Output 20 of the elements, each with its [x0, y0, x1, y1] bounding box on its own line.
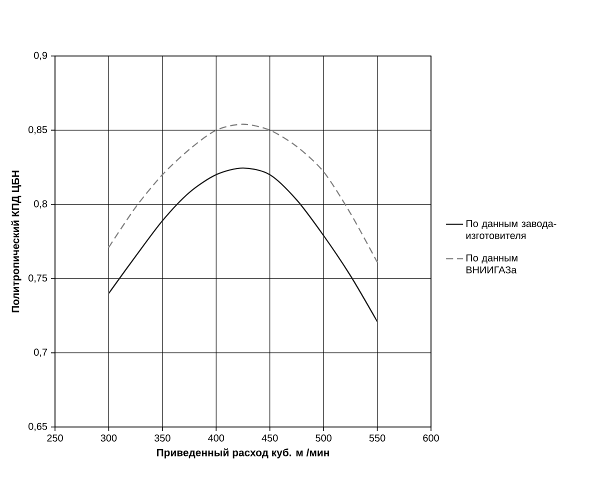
- y-tick-label: 0,7: [34, 348, 47, 357]
- y-tick-label: 0,85: [28, 126, 48, 134]
- line-series: [108, 124, 378, 263]
- x-axis-title: Приведенный расход куб. м /мин: [157, 448, 329, 458]
- x-tick-label: 350: [154, 434, 170, 442]
- y-tick-label: 0,65: [28, 422, 48, 432]
- y-axis-title: Политропический КПД ЦБН: [11, 170, 22, 312]
- x-tick-label: 550: [369, 434, 386, 442]
- y-tick-label: 0,8: [34, 200, 48, 209]
- x-tick-label: 450: [262, 434, 278, 442]
- x-tick-label: 500: [316, 434, 332, 442]
- x-tick-label: 300: [100, 434, 117, 442]
- x-tick-label: 400: [208, 434, 224, 442]
- x-tick-label: 600: [423, 434, 439, 442]
- y-tick-label: 0,9: [34, 52, 48, 60]
- legend-label: По данным завода-изготовителя: [466, 220, 556, 240]
- legend-label: По данным ВНИИГАЗа: [466, 254, 518, 274]
- y-tick-label: 0,75: [28, 274, 48, 283]
- line-series: [108, 167, 378, 322]
- x-tick-label: 250: [47, 434, 63, 442]
